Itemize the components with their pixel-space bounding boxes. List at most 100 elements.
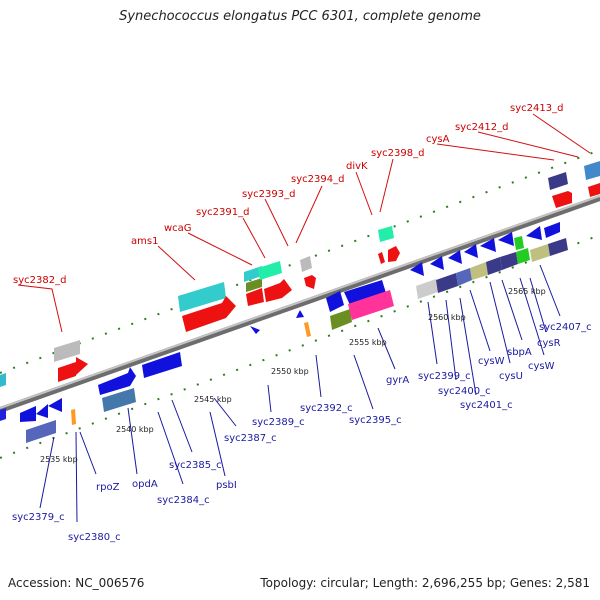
gene-feature [486,257,502,275]
scale-label: 2540 kbp [116,425,154,434]
gene-feature [326,291,344,312]
gene-feature [98,367,136,395]
gene-features [0,161,600,443]
scale-label: 2555 kbp [349,338,387,347]
gene-label: syc2379_c [12,512,65,523]
gene-label: syc2391_d [196,207,249,218]
gene-feature [514,236,524,250]
gene-feature [516,248,530,264]
gene-feature [330,309,352,330]
gene-feature [410,262,424,276]
genome-backbone [0,195,600,413]
scale-label: 2560 kbp [428,313,466,322]
gene-feature [588,183,600,197]
gene-feature [244,266,262,282]
gene-feature [36,404,48,418]
gene-label: syc2387_c [224,433,277,444]
gene-label: cysA [426,134,450,145]
gene-label: syc2389_c [252,417,305,428]
gene-label: syc2399_c [418,371,471,382]
gene-feature [48,398,62,412]
gene-feature [344,280,386,305]
gene-feature [416,279,438,299]
gene-feature [552,191,572,208]
scale-label: 2550 kbp [271,367,309,376]
gene-label: cysW [478,356,505,367]
gene-feature [348,290,394,320]
map-title: Synechococcus elongatus PCC 6301, comple… [119,9,481,24]
gene-feature [102,388,136,412]
gene-feature [296,310,304,318]
gene-feature [464,244,478,258]
gene-feature [530,244,550,262]
gene-label: cysW [528,361,555,372]
gene-feature [178,282,226,312]
scale-label: 2535 kbp [40,455,78,464]
gene-feature [246,278,262,292]
gene-feature [378,252,385,264]
gene-label: syc2401_c [460,400,513,411]
gene-feature [470,262,488,280]
gene-label: syc2392_c [300,403,353,414]
scale-label: 2545 kbp [194,395,232,404]
gene-label: divK [346,161,368,172]
gene-label: syc2400_c [438,386,491,397]
gene-feature [526,226,542,240]
gene-label: syc2382_d [13,275,66,286]
gene-label: syc2393_d [242,189,295,200]
forward-callout-lines [17,113,591,333]
gene-label: sbpA [507,347,532,358]
gene-feature [0,408,6,421]
gene-feature [246,288,264,306]
reverse-callout-lines [39,264,561,523]
gene-label: syc2395_c [349,415,402,426]
gene-feature [264,279,292,302]
reverse-gene-labels: syc2379_c syc2380_c rpoZ opdA syc2384_c … [12,322,592,543]
gene-feature [304,322,311,337]
gene-label: syc2385_c [169,460,222,471]
gene-label: syc2380_c [68,532,121,543]
gene-feature [300,256,312,272]
gene-feature [142,352,182,378]
gene-label: rpoZ [96,482,120,493]
gene-feature [258,261,282,280]
gene-label: wcaG [164,223,192,234]
gene-feature [20,406,36,422]
gene-feature [548,172,568,190]
gene-feature [304,275,316,289]
gene-label: cysR [537,338,561,349]
accession-label: Accession: NC_006576 [8,576,145,590]
gene-feature [58,357,88,382]
gene-feature [388,246,400,262]
gene-label: psbI [216,480,237,491]
gene-feature [448,250,462,264]
gene-feature [584,161,600,180]
scale-labels: 2535 kbp 2540 kbp 2545 kbp 2550 kbp 2555… [40,287,546,464]
genome-summary: Topology: circular; Length: 2,696,255 bp… [260,576,590,590]
gene-feature [250,326,260,334]
gene-label: cysU [499,371,523,382]
gene-feature [430,256,444,270]
gene-label: syc2384_c [157,495,210,506]
forward-gene-labels: syc2382_d ams1 wcaG syc2391_d syc2393_d … [13,103,563,286]
gene-feature [544,222,560,238]
gene-feature [182,296,236,332]
gene-feature [436,273,458,293]
gene-feature [500,252,518,270]
gene-label: gyrA [386,375,409,386]
gene-label: syc2398_d [371,148,424,159]
gene-feature [548,238,568,256]
scale-label: 2565 kbp [508,287,546,296]
gene-label: syc2394_d [291,174,344,185]
gene-feature [456,268,472,286]
gene-label: syc2407_c [539,322,592,333]
gene-feature [498,232,514,246]
gene-feature [71,409,76,425]
guide-lines [0,149,600,459]
gene-label: opdA [132,479,158,490]
gene-label: syc2412_d [455,122,508,133]
gene-feature [26,420,56,443]
gene-label: syc2413_d [510,103,563,114]
gene-label: ams1 [131,236,158,247]
